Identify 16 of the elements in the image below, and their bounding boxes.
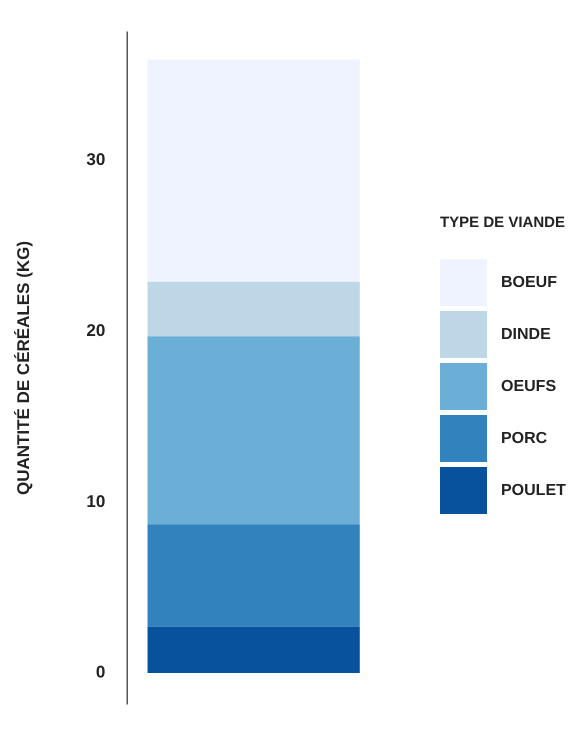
y-tick-label: 30 (86, 150, 106, 170)
y-tick-label: 0 (96, 662, 106, 682)
y-tick-label: 10 (86, 492, 106, 511)
bar (148, 60, 360, 282)
text: DINDE (501, 326, 551, 344)
text: PORC (501, 430, 548, 448)
bar (148, 336, 360, 524)
text: OEUFS (501, 378, 556, 396)
y-axis-title: QUANTITÉ DE CÉRÉALES (KG) (12, 240, 33, 496)
bar (148, 524, 360, 627)
y-tick-label: 20 (86, 320, 106, 340)
text: BOEUF (501, 274, 557, 292)
bar (148, 626, 360, 674)
legend-title: TYPE DE VIANDE (440, 214, 566, 231)
bar (148, 282, 360, 336)
text: POULET (501, 482, 566, 500)
